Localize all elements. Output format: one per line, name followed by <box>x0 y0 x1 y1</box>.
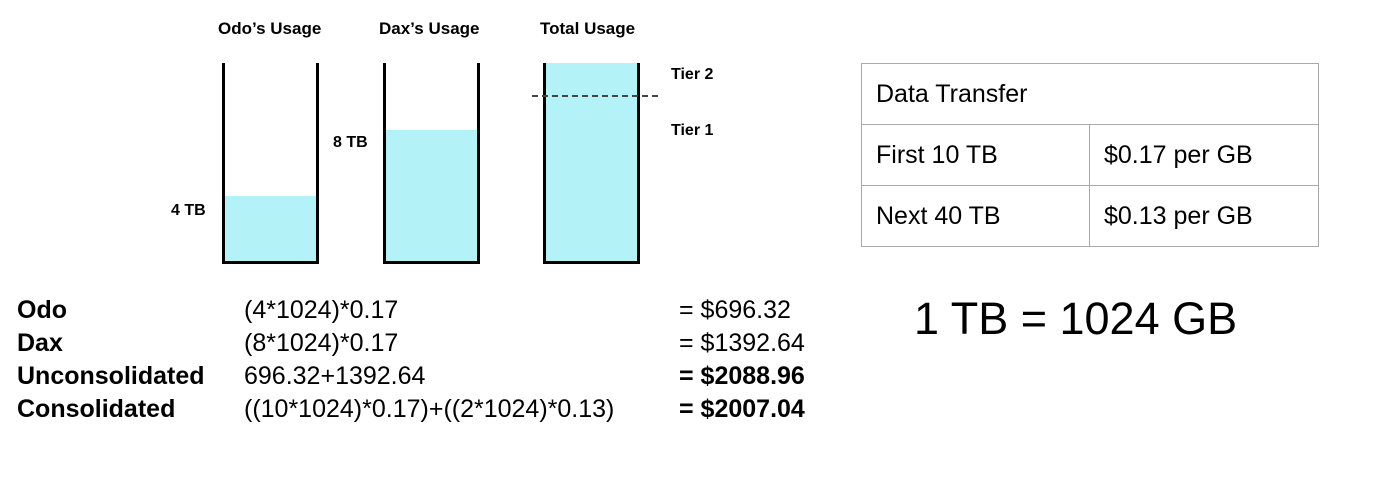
calc-name-dax: Dax <box>17 329 63 357</box>
table-header-cell: Data Transfer <box>861 63 1319 125</box>
total-usage-fill <box>546 63 637 261</box>
tier-2-label: Tier 2 <box>671 66 714 83</box>
calc-formula-odo: (4*1024)*0.17 <box>244 296 399 324</box>
dax-usage-title: Dax’s Usage <box>379 19 480 38</box>
calc-result-odo: = $696.32 <box>679 296 791 324</box>
price-cell: $0.17 per GB <box>1089 124 1319 186</box>
calc-result-unconsolidated: = $2088.96 <box>679 362 805 390</box>
calc-name-odo: Odo <box>17 296 67 324</box>
total-usage-title: Total Usage <box>540 19 636 38</box>
odo-usage-title: Odo’s Usage <box>218 19 322 38</box>
tier-threshold-line <box>532 95 658 97</box>
calc-result-dax: = $1392.64 <box>679 329 805 357</box>
odo-amount-label: 4 TB <box>171 202 206 219</box>
data-transfer-table: Data Transfer First 10 TB $0.17 per GB N… <box>861 63 1319 247</box>
calc-result-consolidated: = $2007.04 <box>679 395 805 423</box>
total-usage-bucket <box>543 63 640 264</box>
tier-1-label: Tier 1 <box>671 122 714 139</box>
dax-amount-label: 8 TB <box>333 134 368 151</box>
table-row: First 10 TB $0.17 per GB <box>861 124 1319 186</box>
tb-gb-conversion: 1 TB = 1024 GB <box>914 293 1238 344</box>
calc-formula-unconsolidated: 696.32+1392.64 <box>244 362 426 390</box>
dax-usage-fill <box>386 130 477 261</box>
calc-name-unconsolidated: Unconsolidated <box>17 362 205 390</box>
calc-formula-dax: (8*1024)*0.17 <box>244 329 399 357</box>
odo-usage-bucket <box>222 63 319 264</box>
calc-name-consolidated: Consolidated <box>17 395 176 423</box>
odo-usage-fill <box>225 195 316 261</box>
price-cell: $0.13 per GB <box>1089 185 1319 247</box>
table-row: Next 40 TB $0.13 per GB <box>861 185 1319 247</box>
tier-cell: First 10 TB <box>861 124 1090 186</box>
table-header-row: Data Transfer <box>861 63 1319 125</box>
tier-cell: Next 40 TB <box>861 185 1090 247</box>
calc-formula-consolidated: ((10*1024)*0.17)+((2*1024)*0.13) <box>244 395 615 423</box>
dax-usage-bucket <box>383 63 480 264</box>
